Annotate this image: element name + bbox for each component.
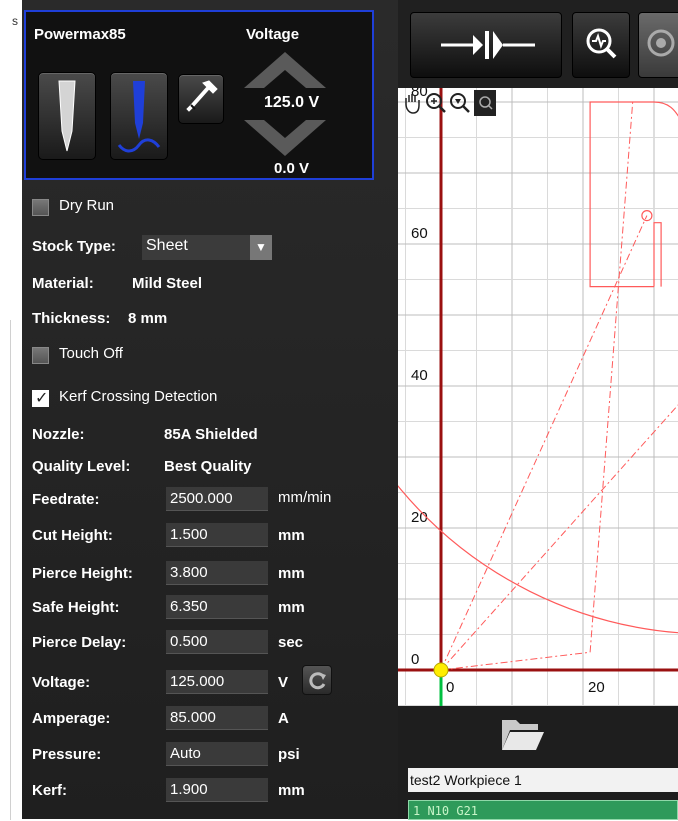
- voltage-refresh-button[interactable]: [302, 665, 332, 695]
- kerf-icon: [441, 31, 535, 59]
- cut-height-unit: mm: [278, 527, 305, 544]
- kerf-crossing-label: Kerf Crossing Detection: [59, 388, 218, 405]
- kerf-field[interactable]: 1.900: [166, 778, 268, 802]
- stock-type-select[interactable]: Sheet ▼: [142, 235, 272, 260]
- torch-height-button[interactable]: [110, 72, 168, 160]
- x-tick-label: 0: [446, 679, 454, 696]
- y-tick-label: 40: [411, 367, 428, 384]
- zoom-fit-icon[interactable]: [474, 90, 496, 116]
- process-panel: Powermax85 Voltage 125.0 V 0.0 V: [22, 0, 398, 819]
- rapid-move: [440, 404, 678, 671]
- kerf-unit: mm: [278, 782, 305, 799]
- safe-height-label: Safe Height:: [32, 599, 120, 616]
- refresh-icon: [309, 672, 326, 690]
- voltage-field[interactable]: 125.000: [166, 670, 268, 694]
- kerf-toggle-button[interactable]: [410, 12, 562, 78]
- material-label: Material:: [32, 275, 94, 292]
- cut-height-label: Cut Height:: [32, 527, 113, 544]
- pierce-delay-unit: sec: [278, 634, 304, 651]
- folder-open-icon[interactable]: [498, 714, 546, 754]
- device-box: Powermax85 Voltage 125.0 V 0.0 V: [24, 10, 374, 180]
- kerf-crossing-checkbox[interactable]: [32, 388, 49, 408]
- pressure-unit: psi: [278, 746, 300, 763]
- torch-nozzle-button[interactable]: [38, 72, 96, 160]
- pressure-label: Pressure:: [32, 746, 102, 763]
- dry-run-label: Dry Run: [59, 197, 115, 214]
- dial-icon: [647, 29, 675, 57]
- pan-hand-icon[interactable]: [400, 90, 424, 116]
- feedrate-field[interactable]: 2500.000: [166, 487, 268, 511]
- stock-type-value: Sheet: [146, 237, 188, 254]
- settings-button[interactable]: [638, 12, 678, 78]
- zoom-view-button[interactable]: [572, 12, 630, 78]
- cut-height-field[interactable]: 1.500: [166, 523, 268, 547]
- kerf-label: Kerf:: [32, 782, 68, 799]
- chevron-down-icon: ▼: [250, 235, 272, 260]
- zoom-in-icon[interactable]: [424, 90, 448, 116]
- edge-line: [10, 320, 11, 820]
- rapid-move: [589, 101, 634, 653]
- device-name: Powermax85: [34, 26, 126, 43]
- rapid-move: [440, 215, 648, 671]
- zoom-magnifier-icon: [586, 28, 617, 59]
- pierce-delay-field[interactable]: 0.500: [166, 630, 268, 654]
- torch-nozzle-icon: [58, 80, 76, 152]
- workpiece-name: test2 Workpiece 1: [408, 768, 678, 792]
- pierce-height-label: Pierce Height:: [32, 565, 133, 582]
- quality-value: Best Quality: [164, 458, 252, 475]
- file-panel: test2 Workpiece 1 1 N10 G21: [398, 706, 678, 820]
- amperage-field[interactable]: 85.000: [166, 706, 268, 730]
- y-tick-label: 0: [411, 651, 419, 668]
- voltage-title: Voltage: [246, 26, 300, 43]
- eyedropper-icon: [186, 80, 218, 112]
- thickness-label: Thickness:: [32, 310, 111, 327]
- rapid-move: [440, 651, 591, 671]
- dropper-button[interactable]: [178, 74, 224, 124]
- voltage-setpoint: 125.0 V: [264, 94, 320, 111]
- torch-height-icon: [117, 81, 161, 153]
- voltage-unit: V: [278, 674, 289, 691]
- x-tick-label: 20: [588, 679, 605, 696]
- voltage-label: Voltage:: [32, 674, 91, 691]
- safe-height-unit: mm: [278, 599, 305, 616]
- pressure-field[interactable]: Auto: [166, 742, 268, 766]
- left-edge-strip: s: [0, 0, 22, 820]
- gcode-line[interactable]: 1 N10 G21: [408, 800, 678, 820]
- plot-canvas: 140120100806040200020406: [398, 88, 678, 706]
- y-tick-label: 20: [411, 509, 428, 526]
- edge-tick: s: [12, 14, 18, 28]
- nozzle-value: 85A Shielded: [164, 426, 258, 443]
- nozzle-label: Nozzle:: [32, 426, 85, 443]
- touch-off-checkbox[interactable]: [32, 347, 49, 364]
- zoom-options-icon[interactable]: [448, 90, 472, 116]
- voltage-actual: 0.0 V: [274, 160, 310, 177]
- voltage-down-arrow-icon[interactable]: [242, 118, 328, 158]
- feedrate-label: Feedrate:: [32, 491, 100, 508]
- touch-off-label: Touch Off: [59, 345, 123, 362]
- part-inner-rect: [589, 101, 654, 288]
- origin-marker: [433, 662, 449, 678]
- pierce-delay-label: Pierce Delay:: [32, 634, 127, 651]
- material-value: Mild Steel: [132, 275, 203, 292]
- amperage-label: Amperage:: [32, 710, 111, 727]
- pierce-height-unit: mm: [278, 565, 305, 582]
- pierce-height-field[interactable]: 3.800: [166, 561, 268, 585]
- y-tick-label: 60: [411, 225, 428, 242]
- feedrate-unit: mm/min: [278, 489, 332, 506]
- amperage-unit: A: [278, 710, 289, 727]
- part-inner-corner: [653, 101, 678, 117]
- voltage-up-arrow-icon[interactable]: [242, 50, 328, 90]
- quality-label: Quality Level:: [32, 458, 131, 475]
- part-inner-notch: [653, 222, 662, 287]
- stock-type-label: Stock Type:: [32, 238, 116, 255]
- workspace-area: 140120100806040200020406 test2 Workpiece…: [398, 0, 678, 820]
- dry-run-checkbox[interactable]: [32, 199, 49, 216]
- safe-height-field[interactable]: 6.350: [166, 595, 268, 619]
- thickness-value: 8 mm: [128, 310, 168, 327]
- part-arc: [398, 484, 678, 634]
- cut-preview-plot: 140120100806040200020406: [398, 88, 678, 706]
- pierce-circle-inner: [641, 209, 653, 222]
